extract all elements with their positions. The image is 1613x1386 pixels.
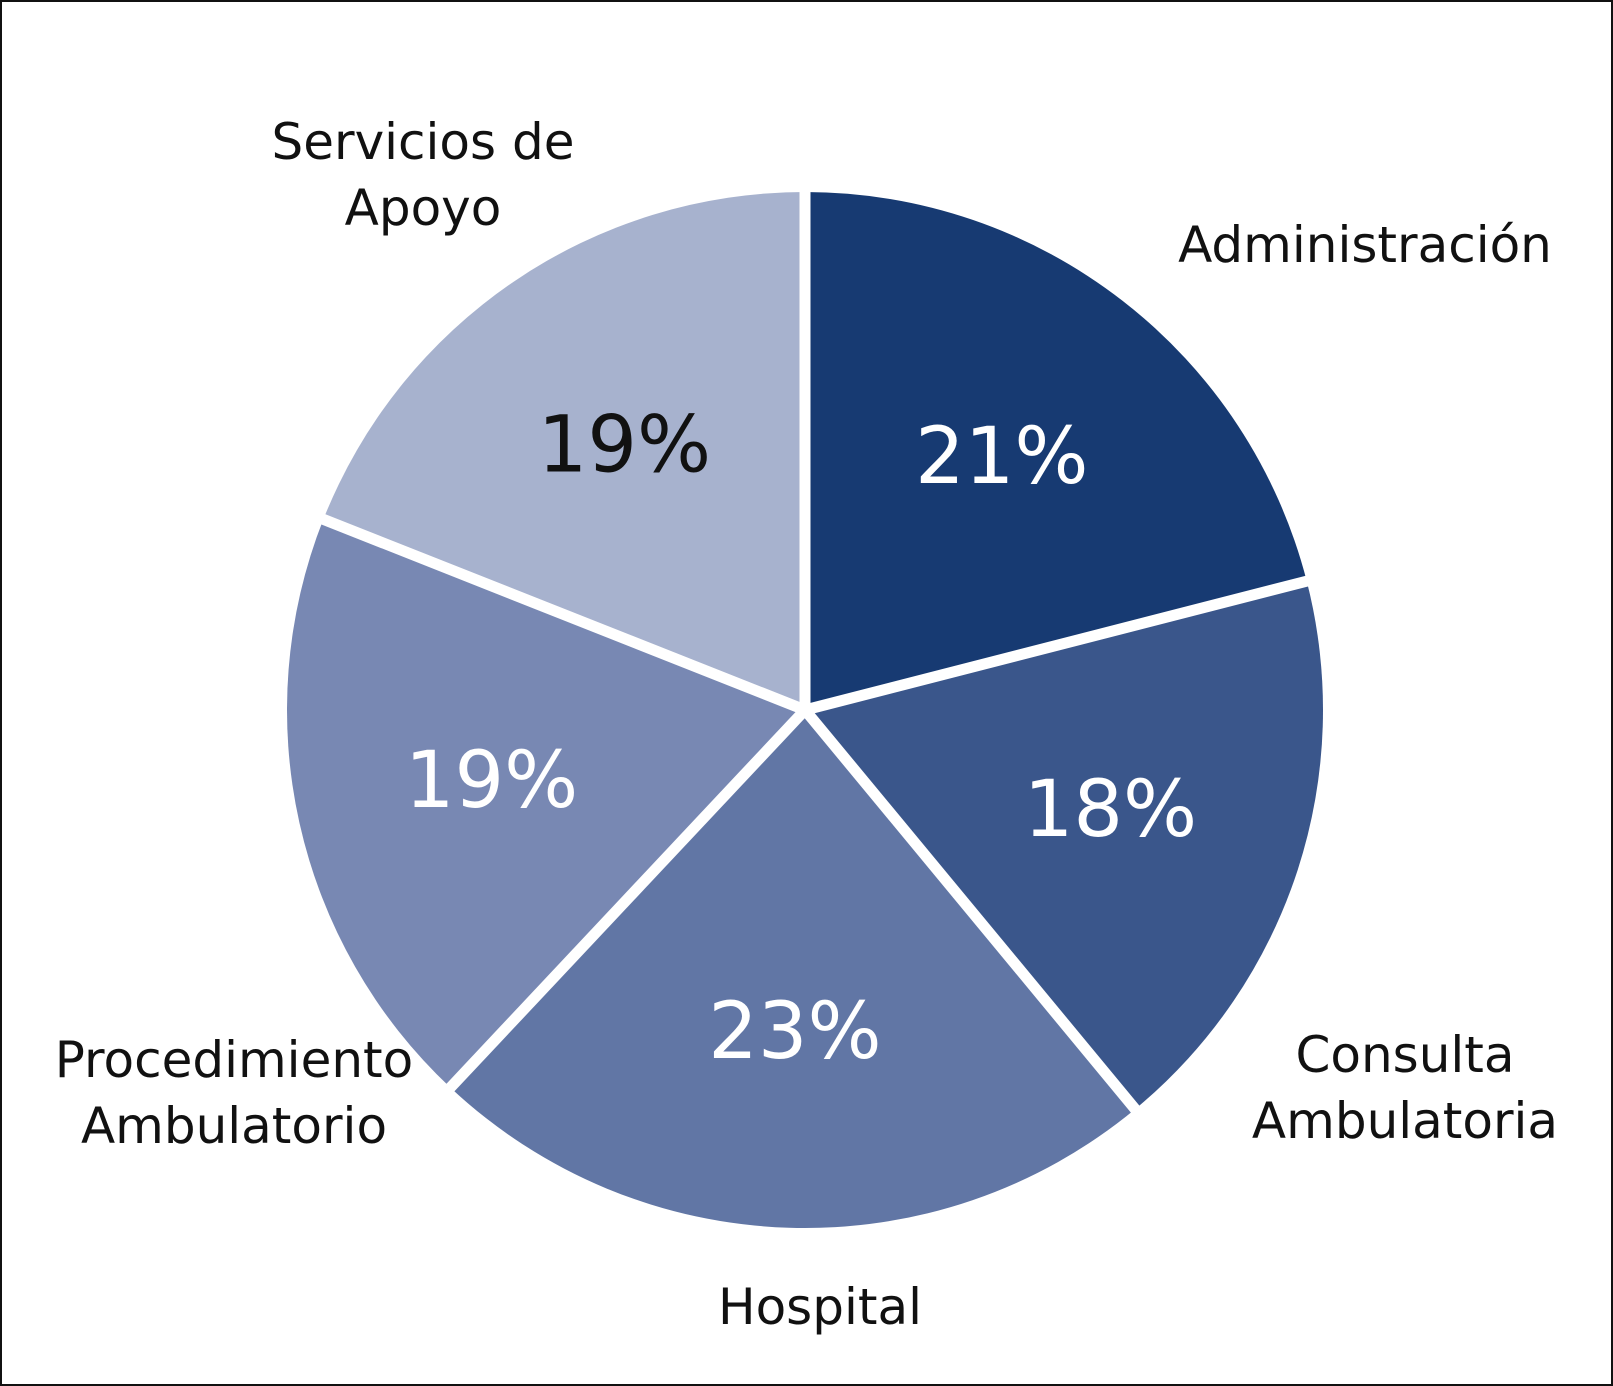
category-labels: Administración Consulta Ambulatoria Hospita… (55, 113, 1558, 1336)
pie-slice-hospital (450, 710, 1136, 1228)
pie-slice-administracion (805, 192, 1307, 710)
category-label-administracion: Administración (1178, 216, 1552, 274)
slice-separator (800, 706, 1142, 1116)
slice-separator (443, 706, 810, 1095)
percent-label-administracion: 21% (915, 412, 1088, 502)
percent-label-consulta-ambulatoria: 18% (1024, 765, 1197, 855)
category-label-line: Administración (1178, 216, 1552, 274)
category-label-line: Consulta (1295, 1026, 1514, 1084)
category-label-line: Ambulatorio (81, 1097, 387, 1155)
pie-slice-consulta-ambulatoria (805, 581, 1323, 1110)
percent-label-servicios-de-apoyo: 19% (538, 400, 711, 490)
category-label-line: Servicios de (272, 113, 575, 171)
category-label-consulta-ambulatoria: Consulta Ambulatoria (1252, 1026, 1558, 1150)
slice-separator (317, 512, 808, 716)
percent-label-procedimiento-ambulatorio: 19% (405, 736, 578, 826)
category-label-line: Hospital (718, 1278, 922, 1336)
percent-labels: 21% 18% 23% 19% 19% (405, 400, 1197, 1077)
category-label-hospital: Hospital (718, 1278, 922, 1336)
category-label-procedimiento-ambulatorio: Procedimiento Ambulatorio (55, 1031, 413, 1155)
pie-slice-servicios-de-apoyo (323, 191, 805, 710)
category-label-line: Apoyo (345, 179, 502, 237)
category-label-line: Procedimiento (55, 1031, 413, 1089)
slice-separator (803, 574, 1312, 716)
category-label-line: Ambulatoria (1252, 1092, 1558, 1150)
percent-label-hospital: 23% (708, 987, 881, 1077)
category-label-servicios-de-apoyo: Servicios de Apoyo (272, 113, 575, 237)
separators-layer (317, 188, 1312, 1116)
